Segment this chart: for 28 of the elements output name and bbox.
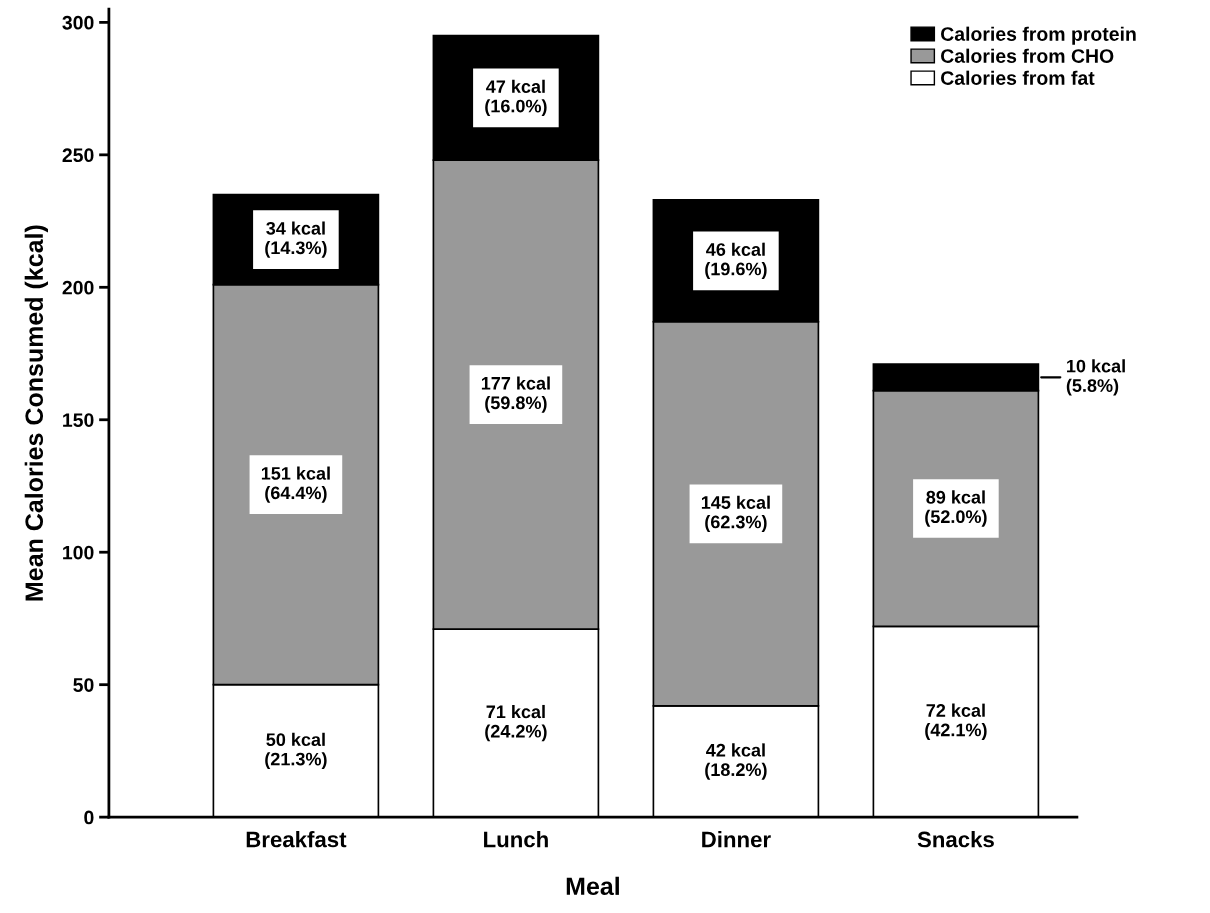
data-label: 89 kcal (52.0%): [925, 490, 987, 527]
y-tick-label: 50: [73, 678, 94, 692]
y-tick-label: 0: [84, 810, 94, 825]
data-label: 145 kcal (62.3%): [701, 495, 770, 532]
data-label: 42 kcal (18.2%): [705, 743, 767, 780]
legend-label: Calories from CHO: [941, 48, 1114, 63]
data-label: 50 kcal (21.3%): [265, 732, 327, 770]
legend-label: Calories from protein: [941, 26, 1136, 45]
legend-label: Calories from fat: [941, 70, 1095, 85]
data-label: 10 kcal (5.8%): [1066, 359, 1125, 396]
x-tick-label: Snacks: [917, 831, 994, 848]
y-tick-label: 100: [63, 545, 94, 560]
y-tick-label: 250: [62, 148, 94, 163]
x-tick-label: Dinner: [702, 831, 771, 848]
y-axis-title: Mean Calories Consumed (kcal): [24, 225, 48, 601]
y-tick-label: 200: [62, 280, 94, 295]
data-label: 177 kcal (59.8%): [481, 376, 550, 413]
x-tick-label: Breakfast: [246, 831, 347, 848]
data-label: 47 kcal (16.0%): [485, 79, 547, 117]
data-label: 151 kcal (64.4%): [261, 466, 330, 503]
x-tick-label: Lunch: [484, 831, 548, 848]
data-label: 72 kcal (42.1%): [925, 703, 987, 740]
y-tick-label: 300: [62, 15, 94, 30]
y-tick-label: 150: [63, 413, 94, 427]
x-axis-title: Meal: [566, 876, 619, 896]
data-label: 46 kcal (19.6%): [705, 242, 767, 279]
data-label: 71 kcal (24.2%): [485, 704, 547, 742]
data-label: 34 kcal (14.3%): [265, 221, 327, 258]
